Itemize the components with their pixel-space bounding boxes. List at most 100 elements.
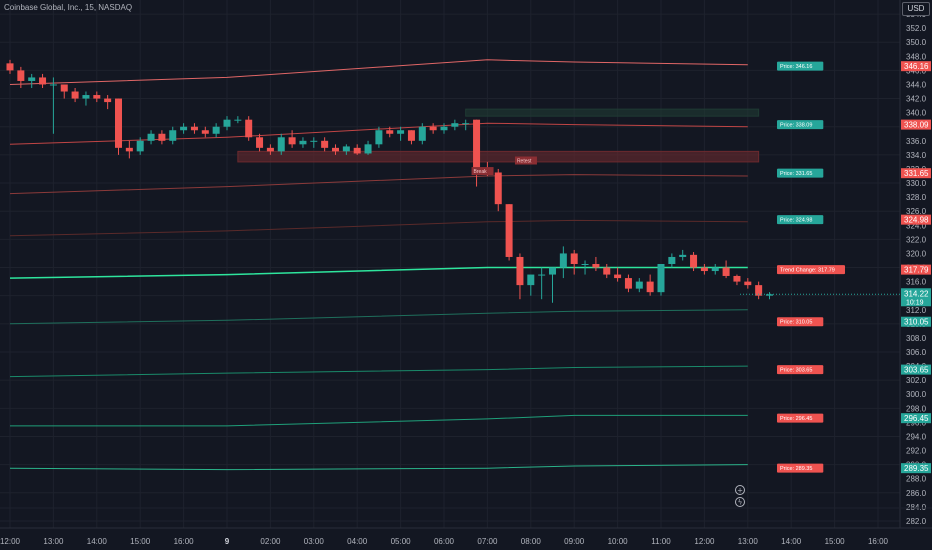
candle xyxy=(180,126,188,131)
x-tick-label: 09:00 xyxy=(564,537,585,546)
candle xyxy=(407,130,415,141)
candle xyxy=(614,274,622,279)
candle xyxy=(71,91,79,99)
x-tick-label: 13:00 xyxy=(738,537,759,546)
candle xyxy=(158,133,166,141)
candle xyxy=(624,278,632,289)
x-tick-label: 13:00 xyxy=(43,537,64,546)
currency-button[interactable]: USD xyxy=(902,2,930,16)
candle xyxy=(234,119,242,121)
y-tick-label: 334.0 xyxy=(906,151,927,160)
y-tick-label: 288.0 xyxy=(906,475,927,484)
candle xyxy=(310,140,318,142)
x-tick-label: 14:00 xyxy=(87,537,108,546)
candle xyxy=(538,274,546,276)
candle xyxy=(375,130,383,145)
candle xyxy=(397,130,405,134)
candle xyxy=(559,253,567,268)
candle xyxy=(570,253,578,264)
price-tag xyxy=(901,168,931,179)
candle xyxy=(288,137,296,145)
x-tick-label: 12:00 xyxy=(0,537,21,546)
signal-tag xyxy=(471,167,494,176)
current-price-tag xyxy=(901,288,931,307)
green-4 xyxy=(10,414,748,427)
y-tick-label: 328.0 xyxy=(906,193,927,202)
green-3 xyxy=(9,365,748,378)
price-tag-text: 324.98 xyxy=(904,216,929,225)
candle xyxy=(342,146,350,152)
candle xyxy=(28,77,36,81)
candle xyxy=(581,264,589,265)
price-tag-text: 338.09 xyxy=(904,121,929,130)
candle xyxy=(277,137,285,152)
candle xyxy=(364,144,372,154)
y-tick-label: 348.0 xyxy=(906,52,927,61)
candle xyxy=(245,119,253,138)
candle xyxy=(49,84,57,86)
x-tick-label: 02:00 xyxy=(260,537,281,546)
level-label-text: Price: 303.65 xyxy=(780,368,812,374)
price-tag xyxy=(901,316,931,327)
candle xyxy=(549,267,556,275)
y-tick-label: 350.0 xyxy=(906,38,927,47)
candle xyxy=(440,126,448,131)
candle xyxy=(386,130,394,134)
y-tick-label: 302.0 xyxy=(906,376,927,385)
candle xyxy=(429,126,437,131)
x-tick-label: 03:00 xyxy=(304,537,325,546)
trend-green xyxy=(9,266,748,279)
plus-circle-icon-glyph: + xyxy=(737,487,743,495)
x-tick-label: 16:00 xyxy=(868,537,889,546)
price-tag-text: 289.35 xyxy=(904,464,929,473)
y-tick-label: 308.0 xyxy=(906,334,927,343)
candle xyxy=(125,147,133,152)
candle xyxy=(6,63,14,71)
candle xyxy=(136,140,144,152)
level-label-text: Price: 338.09 xyxy=(780,123,812,129)
candle xyxy=(256,137,264,148)
candle xyxy=(418,126,426,141)
red-zone xyxy=(237,150,760,163)
level-label xyxy=(777,120,824,130)
level-label-text: Price: 324.98 xyxy=(780,218,812,224)
y-tick-label: 320.0 xyxy=(906,249,927,258)
candle xyxy=(201,130,209,134)
x-tick-label: 9 xyxy=(225,537,230,546)
candle xyxy=(527,274,535,286)
y-tick-label: 300.0 xyxy=(906,390,927,399)
candle xyxy=(223,119,231,127)
y-tick-label: 326.0 xyxy=(906,207,927,216)
y-tick-label: 298.0 xyxy=(906,404,927,413)
candle xyxy=(39,77,47,85)
price-tag xyxy=(901,264,931,275)
y-tick-label: 344.0 xyxy=(906,80,927,89)
y-tick-label: 292.0 xyxy=(906,447,927,456)
price-tag-text: 346.16 xyxy=(904,62,929,71)
candle xyxy=(690,254,698,268)
candle xyxy=(700,267,708,272)
lightning-circle-icon[interactable] xyxy=(735,497,745,507)
plus-circle-icon[interactable] xyxy=(735,485,745,495)
x-tick-label: 10:00 xyxy=(608,537,629,546)
candle xyxy=(321,140,329,148)
candle xyxy=(190,126,198,131)
y-tick-label: 282.0 xyxy=(906,517,927,526)
price-axis xyxy=(900,0,932,550)
candle xyxy=(766,294,773,296)
candle xyxy=(722,267,730,276)
candle xyxy=(603,267,611,275)
level-label-text: Price: 296.45 xyxy=(780,416,812,422)
candle xyxy=(516,256,524,286)
y-tick-label: 324.0 xyxy=(906,221,927,230)
x-tick-label: 04:00 xyxy=(347,537,368,546)
candle xyxy=(679,254,687,257)
countdown-text: 10:19 xyxy=(906,299,924,306)
green-5 xyxy=(9,464,748,471)
candle xyxy=(332,147,339,152)
low-red xyxy=(9,219,748,237)
y-tick-label: 312.0 xyxy=(906,306,927,315)
candle xyxy=(60,84,68,92)
signal-tag-label: Break xyxy=(474,169,488,175)
